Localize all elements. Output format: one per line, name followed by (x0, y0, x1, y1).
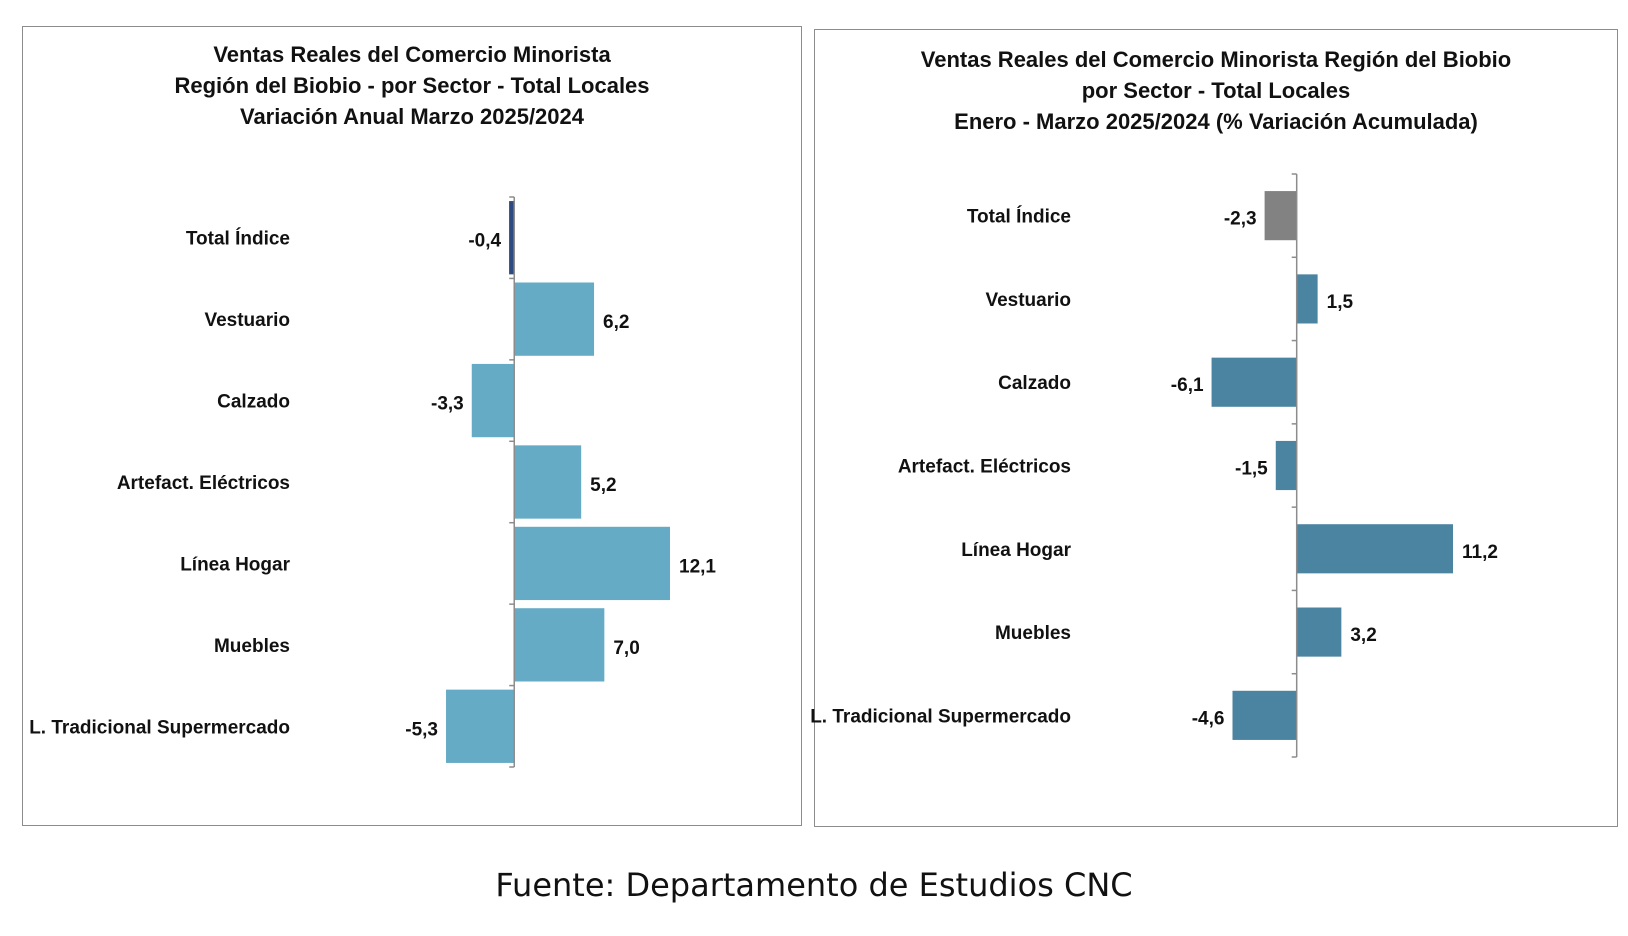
bar (1264, 191, 1297, 241)
title-line: Región del Biobio - por Sector - Total L… (174, 73, 650, 98)
data-label: -4,6 (1192, 708, 1225, 729)
data-label: 7,0 (613, 638, 639, 659)
bar-chart-annual: Total Índice -0,4 Vestuario 6,2 Calzado -3,3 A… (29, 196, 716, 768)
bar (514, 608, 605, 682)
category-label: Calzado (217, 392, 290, 413)
category-label: Calzado (998, 373, 1071, 394)
category-label: L. Tradicional Supermercado (29, 717, 290, 738)
bar (1275, 440, 1297, 491)
category-label: Muebles (214, 636, 290, 657)
category-label: Línea Hogar (180, 554, 290, 575)
category-label: Total Índice (186, 228, 290, 250)
bar (1296, 524, 1453, 574)
data-label: 5,2 (590, 475, 616, 496)
chart-title-cumulative: Ventas Reales del Comercio Minorista Reg… (815, 44, 1617, 137)
category-label: Muebles (995, 623, 1071, 644)
title-line: por Sector - Total Locales (1081, 78, 1351, 103)
title-line: Enero - Marzo 2025/2024 (% Variación Acu… (954, 109, 1478, 134)
chart-panel-annual: Ventas Reales del Comercio Minorista Reg… (22, 26, 802, 826)
source-caption: Fuente: Departamento de Estudios CNC (495, 866, 1133, 904)
data-label: 12,1 (679, 556, 716, 577)
category-label: Vestuario (985, 290, 1071, 311)
data-label: -0,4 (468, 231, 501, 252)
category-label: Artefact. Eléctricos (117, 473, 290, 494)
title-line: Variación Anual Marzo 2025/2024 (239, 104, 585, 129)
data-label: 3,2 (1350, 625, 1376, 646)
bar (1232, 690, 1297, 740)
data-label: 6,2 (603, 312, 629, 333)
chart-title-annual: Ventas Reales del Comercio Minorista Reg… (23, 39, 801, 132)
data-label: 11,2 (1462, 542, 1498, 563)
category-label: Total Índice (967, 206, 1071, 228)
category-label: Artefact. Eléctricos (898, 457, 1071, 478)
chart-panel-cumulative: Ventas Reales del Comercio Minorista Reg… (810, 29, 1618, 827)
bar (514, 445, 582, 519)
bar (446, 689, 515, 763)
bar (471, 363, 515, 438)
bar-chart-cumulative: Total Índice -2,3 Vestuario 1,5 Calzado -6,1 A… (810, 173, 1498, 758)
title-line: Ventas Reales del Comercio Minorista (213, 42, 611, 67)
bar (1211, 357, 1297, 407)
data-label: -5,3 (405, 719, 438, 740)
bar (514, 526, 670, 601)
data-label: -6,1 (1171, 375, 1204, 396)
bar (1296, 274, 1318, 324)
data-label: -3,3 (431, 394, 464, 415)
bar (509, 201, 515, 275)
category-label: Vestuario (204, 310, 290, 331)
category-label: Línea Hogar (961, 540, 1071, 561)
data-label: 1,5 (1327, 292, 1354, 313)
bar (514, 282, 595, 356)
category-label: L. Tradicional Supermercado (810, 706, 1071, 727)
data-label: -2,3 (1224, 209, 1257, 230)
bar (1296, 607, 1342, 657)
title-line: Ventas Reales del Comercio Minorista Reg… (920, 47, 1512, 72)
data-label: -1,5 (1235, 459, 1268, 480)
